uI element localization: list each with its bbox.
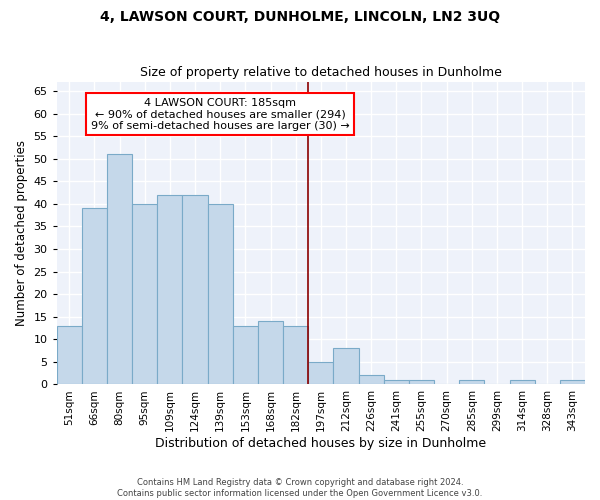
Title: Size of property relative to detached houses in Dunholme: Size of property relative to detached ho…	[140, 66, 502, 80]
Bar	[459, 380, 484, 384]
Bar	[560, 380, 585, 384]
Bar	[57, 326, 82, 384]
Y-axis label: Number of detached properties: Number of detached properties	[15, 140, 28, 326]
Bar	[509, 380, 535, 384]
Bar	[157, 195, 182, 384]
Bar	[258, 322, 283, 384]
Text: 4, LAWSON COURT, DUNHOLME, LINCOLN, LN2 3UQ: 4, LAWSON COURT, DUNHOLME, LINCOLN, LN2 …	[100, 10, 500, 24]
Bar	[334, 348, 359, 384]
Bar	[82, 208, 107, 384]
Bar	[182, 195, 208, 384]
Bar	[359, 376, 384, 384]
Bar	[233, 326, 258, 384]
X-axis label: Distribution of detached houses by size in Dunholme: Distribution of detached houses by size …	[155, 437, 487, 450]
Text: Contains HM Land Registry data © Crown copyright and database right 2024.
Contai: Contains HM Land Registry data © Crown c…	[118, 478, 482, 498]
Bar	[409, 380, 434, 384]
Bar	[208, 204, 233, 384]
Bar	[107, 154, 132, 384]
Bar	[132, 204, 157, 384]
Bar	[283, 326, 308, 384]
Bar	[308, 362, 334, 384]
Text: 4 LAWSON COURT: 185sqm
← 90% of detached houses are smaller (294)
9% of semi-det: 4 LAWSON COURT: 185sqm ← 90% of detached…	[91, 98, 350, 131]
Bar	[384, 380, 409, 384]
